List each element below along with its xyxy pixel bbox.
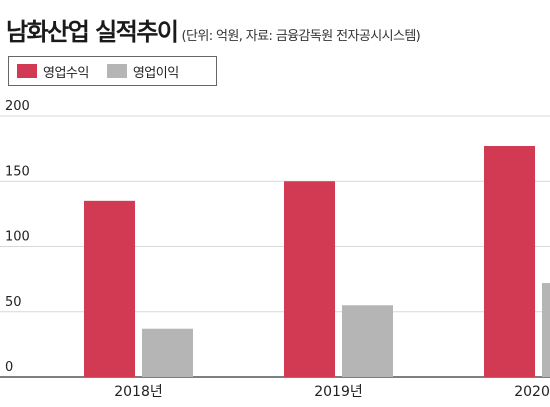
title-row: 남화산업 실적추이 (단위: 억원, 자료: 금융감독원 전자공시시스템) [6, 12, 421, 47]
y-tick-label-150: 150 [5, 164, 30, 179]
legend-label-operating-profit: 영업이익 [132, 65, 179, 81]
y-tick-label-100: 100 [5, 230, 30, 245]
legend-swatch-revenue [17, 64, 37, 78]
legend-item-revenue: 영업수익 [17, 62, 89, 81]
bar-operating-profit-1 [342, 305, 393, 377]
x-tick-label-1: 2019년 [314, 384, 363, 400]
y-tick-label-200: 200 [5, 99, 30, 114]
bar-revenue-0 [84, 200, 135, 377]
bar-revenue-1 [284, 181, 335, 377]
bar-revenue-2 [484, 146, 535, 377]
legend-label-revenue: 영업수익 [43, 65, 89, 81]
y-tick-label-50: 50 [5, 295, 22, 310]
x-tick-label-2: 2020년 [514, 384, 550, 400]
chart-subtitle: (단위: 억원, 자료: 금융감독원 전자공시시스템) [181, 29, 421, 44]
legend-swatch-operating-profit [106, 64, 127, 78]
legend: 영업수익 영업이익 [8, 56, 217, 86]
bar-operating-profit-2 [542, 283, 550, 377]
bar-operating-profit-0 [142, 328, 193, 377]
chart-title: 남화산업 실적추이 [6, 18, 179, 46]
legend-item-operating-profit: 영업이익 [106, 62, 179, 81]
x-tick-label-0: 2018년 [114, 384, 163, 400]
y-tick-label-0: 0 [5, 360, 13, 375]
